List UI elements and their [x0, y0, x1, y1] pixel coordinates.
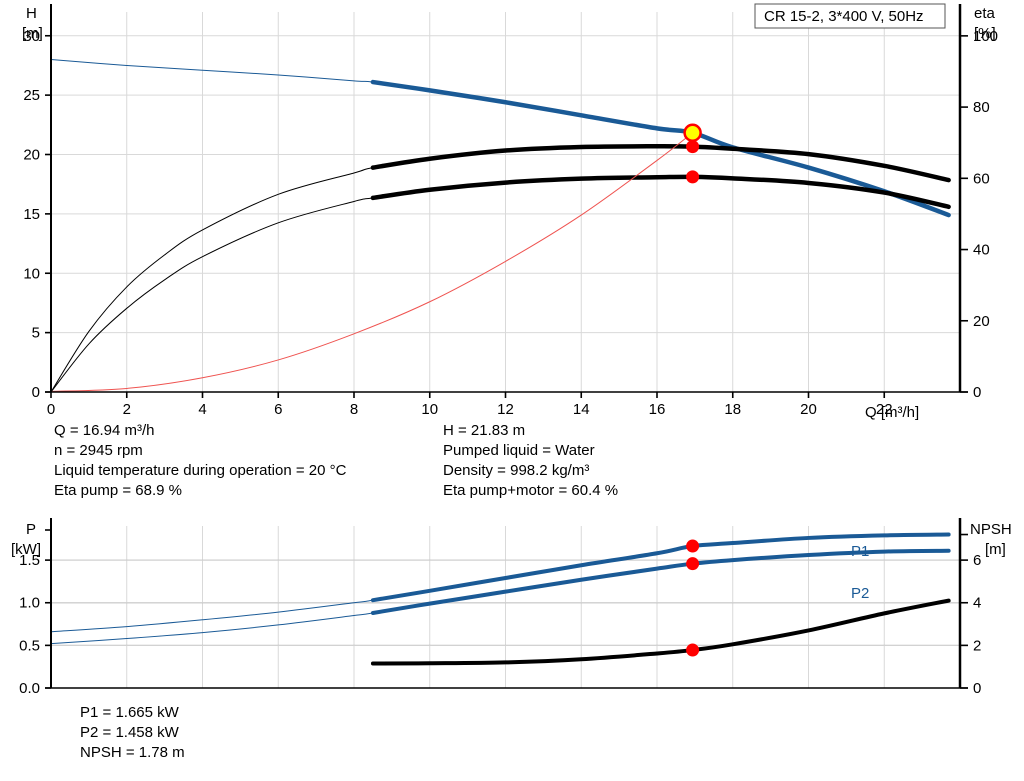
info-block-bottom: P1 = 1.665 kW P2 = 1.458 kW NPSH = 1.78 …	[80, 703, 185, 763]
operating-point-marker	[686, 539, 700, 553]
duty-point-marker	[683, 123, 702, 143]
y2-axis-tick-label: 20	[973, 313, 990, 330]
info-right-line-3: Eta pump+motor = 60.4 %	[443, 482, 619, 499]
curve-head-h-working	[370, 79, 951, 218]
y2-axis-tick-label: 0	[973, 384, 981, 401]
curve-eta-pump-motor-working	[370, 174, 951, 210]
info-left-line-1: n = 2945 rpm	[54, 442, 143, 459]
bottom-y2-axis-name: NPSH	[970, 521, 1012, 538]
x-axis-tick-label: 8	[350, 401, 358, 418]
top-y2-axis-name: eta	[974, 5, 996, 22]
info-right-line-1: Pumped liquid = Water	[443, 442, 595, 459]
p1-curve-label: P1	[851, 543, 869, 560]
y-axis-tick-label: 10	[23, 265, 40, 282]
curve-npsh-working	[370, 598, 951, 666]
y2-axis-tick-label: 0	[973, 680, 981, 697]
x-axis-tick-label: 14	[573, 401, 590, 418]
bottom-y2-axis-unit: [m]	[985, 541, 1006, 558]
top-chart-tick-labels: 0 5 10 15 20 25 30 0 20 40 60 80 100 0 2 4 6 8 10 12 14 16 18 2…	[23, 28, 998, 418]
top-y2-axis-unit: [%]	[974, 25, 996, 42]
info-bottom-line-1: P2 = 1.458 kW	[80, 724, 179, 741]
operating-point-marker	[686, 140, 700, 154]
top-chart-axes	[45, 4, 968, 398]
y2-axis-tick-label: 100	[973, 28, 998, 45]
y-axis-tick-label: 15	[23, 206, 40, 223]
curve-system	[50, 132, 693, 392]
x-axis-tick-label: 4	[198, 401, 206, 418]
info-bottom-line-0: P1 = 1.665 kW	[80, 704, 179, 721]
y-axis-tick-label: 20	[23, 147, 40, 164]
curve-p2-working	[370, 548, 951, 615]
y-axis-tick-label: 0	[32, 384, 40, 401]
x-axis-tick-label: 10	[421, 401, 438, 418]
x-axis-tick-label: 20	[800, 401, 817, 418]
bottom-y-axis-name: P	[26, 521, 36, 538]
top-chart-markers	[683, 123, 702, 184]
y-axis-tick-label: 30	[23, 28, 40, 45]
info-bottom-line-2: NPSH = 1.78 m	[80, 744, 185, 761]
y-axis-tick-label: 25	[23, 87, 40, 104]
y2-axis-tick-label: 2	[973, 637, 981, 654]
curve-p1-working	[370, 532, 951, 603]
y-axis-tick-label: 1.0	[19, 595, 40, 612]
curve-p1	[50, 534, 950, 633]
curve-head-h	[50, 59, 950, 216]
bottom-chart-curves	[50, 532, 951, 666]
bottom-chart-gridlines	[50, 526, 961, 688]
info-left-line-2: Liquid temperature during operation = 20…	[54, 462, 347, 479]
info-block-right: H = 21.83 m Pumped liquid = Water Densit…	[443, 421, 618, 501]
x-axis-tick-label: 2	[123, 401, 131, 418]
y-axis-tick-label: 1.5	[19, 552, 40, 569]
operating-point-marker	[686, 170, 700, 184]
top-x-axis-label: Q [m³/h]	[865, 404, 919, 421]
top-y-axis-name: H	[26, 5, 37, 22]
info-right-line-2: Density = 998.2 kg/m³	[443, 462, 590, 479]
info-left-line-0: Q = 16.94 m³/h	[54, 422, 155, 439]
chart-title-label: CR 15-2, 3*400 V, 50Hz	[764, 8, 924, 25]
y-axis-tick-label: 0.5	[19, 637, 40, 654]
bottom-y-axis-unit: [kW]	[11, 541, 41, 558]
y2-axis-tick-label: 60	[973, 170, 990, 187]
y-axis-tick-label: 0.0	[19, 680, 40, 697]
x-axis-tick-label: 16	[649, 401, 666, 418]
y2-axis-tick-label: 40	[973, 242, 990, 259]
operating-point-marker	[686, 643, 700, 657]
bottom-chart-markers	[686, 539, 700, 657]
top-chart-curves	[50, 59, 951, 393]
operating-point-marker	[686, 557, 700, 571]
x-axis-tick-label: 6	[274, 401, 282, 418]
curve-eta-pump-working	[370, 143, 951, 183]
x-axis-tick-label: 0	[47, 401, 55, 418]
top-y-axis-unit: [m]	[22, 25, 43, 42]
info-block-left: Q = 16.94 m³/h n = 2945 rpm Liquid tempe…	[54, 421, 346, 501]
y2-axis-tick-label: 4	[973, 595, 981, 612]
curve-eta-pump-motor	[50, 176, 950, 393]
power-npsh-chart: 0.0 0.5 1.0 1.5 0 2 4 6 P [kW] NPSH [m] P1 P2	[11, 518, 1012, 697]
y2-axis-tick-label: 6	[973, 552, 981, 569]
x-axis-tick-label: 18	[724, 401, 741, 418]
x-axis-tick-label: 12	[497, 401, 514, 418]
head-efficiency-chart: 0 5 10 15 20 25 30 0 20 40 60 80 100 0 2 4 6 8 10 12 14 16 18 2…	[22, 3, 998, 421]
chart-title-box: CR 15-2, 3*400 V, 50Hz	[754, 3, 946, 29]
info-left-line-3: Eta pump = 68.9 %	[54, 482, 182, 499]
x-axis-tick-label: 22	[876, 401, 893, 418]
bottom-chart-axes	[45, 518, 968, 689]
y-axis-tick-label: 5	[32, 325, 40, 342]
y2-axis-tick-label: 80	[973, 99, 990, 116]
p2-curve-label: P2	[851, 585, 869, 602]
info-right-line-0: H = 21.83 m	[443, 422, 526, 439]
bottom-chart-tick-labels: 0.0 0.5 1.0 1.5 0 2 4 6	[19, 552, 981, 697]
